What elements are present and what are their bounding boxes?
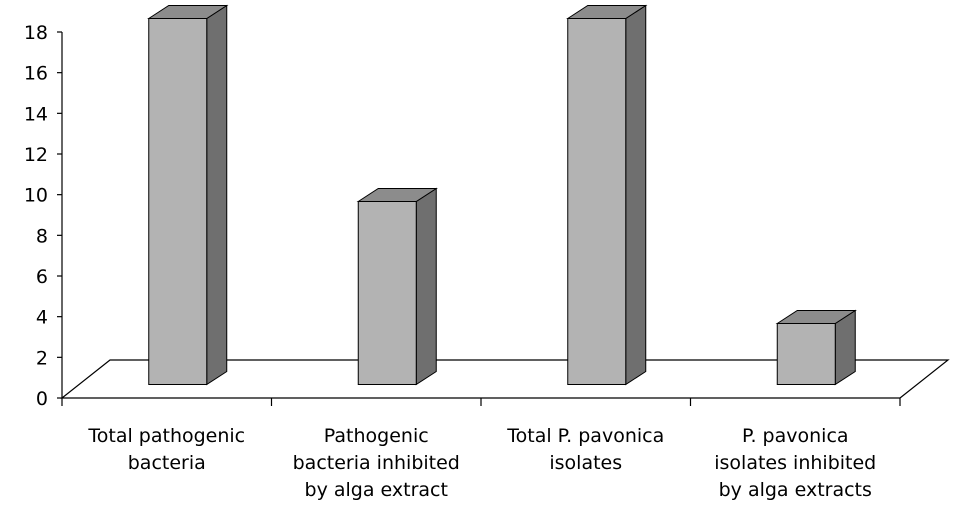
- bars: [147, 4, 857, 386]
- bar: [775, 309, 857, 386]
- floor-plane: [60, 359, 950, 399]
- value-axis: [57, 31, 63, 399]
- category-label: P. pavonica isolates inhibited by alga ext…: [714, 425, 876, 501]
- bar-side: [415, 187, 437, 386]
- category-axis: [61, 398, 901, 406]
- bar-front: [357, 201, 417, 385]
- bar-side: [206, 4, 228, 386]
- y-tick-label: 18: [24, 22, 48, 44]
- y-tick-label: 4: [36, 307, 48, 329]
- y-tick-label: 12: [24, 144, 48, 166]
- bar-front: [567, 18, 627, 385]
- category-labels: Total pathogenic bacteria Pathogenic bacter…: [87, 425, 876, 501]
- category-label: Total P. pavonica isolates: [506, 425, 664, 474]
- y-tick-label: 2: [36, 347, 48, 369]
- category-label: Total pathogenic bacteria: [87, 425, 245, 474]
- bar: [356, 187, 438, 386]
- y-tick-label: 16: [24, 63, 48, 85]
- bar: [566, 4, 648, 386]
- category-label: Pathogenic bacteria inhibited by alga extr…: [293, 425, 460, 501]
- bar-front: [148, 18, 208, 385]
- y-tick-labels: 0 2 4 6 8 10 12 14 16 18: [24, 22, 48, 410]
- y-tick-label: 0: [36, 388, 48, 410]
- bar-side: [625, 4, 647, 386]
- y-tick-label: 6: [36, 266, 48, 288]
- y-tick-label: 10: [24, 185, 48, 207]
- y-tick-label: 8: [36, 225, 48, 247]
- bar: [147, 4, 229, 386]
- y-tick-label: 14: [24, 103, 48, 125]
- bar-front: [776, 323, 836, 385]
- chart-floor: [60, 359, 950, 399]
